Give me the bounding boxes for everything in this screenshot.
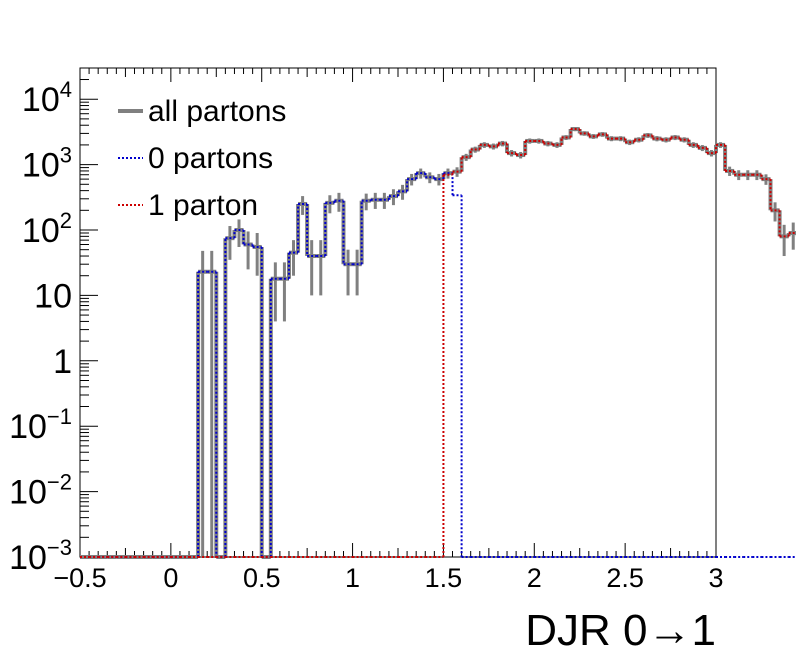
- legend-label-0-partons: 0 partons: [148, 142, 273, 175]
- y-tick-label: 10−3: [9, 535, 72, 577]
- x-tick-label: 0: [163, 563, 178, 593]
- y-tick-labels: 10−3 10−2 10−1 1 10 102 103 104: [9, 77, 72, 577]
- x-tick-label: 3: [708, 563, 723, 593]
- x-tick-label: −0.5: [53, 563, 106, 593]
- y-tick-label: 102: [22, 208, 72, 250]
- series-1-parton: [80, 128, 796, 558]
- y-tick-label: 103: [22, 143, 72, 185]
- y-tick-label: 1: [53, 343, 72, 381]
- x-tick-label: 2.5: [606, 563, 644, 593]
- series-0-partons: [80, 172, 796, 558]
- x-tick-label: 0.5: [243, 563, 281, 593]
- x-tick-label: 1.5: [425, 563, 463, 593]
- y-tick-label: 10−1: [9, 404, 72, 446]
- y-tick-label: 10−2: [9, 470, 72, 512]
- y-tick-label: 10: [34, 277, 72, 315]
- x-tick-label: 2: [527, 563, 542, 593]
- legend-label-all-partons: all partons: [148, 95, 286, 128]
- x-tick-label: 1: [345, 563, 360, 593]
- y-tick-label: 104: [22, 77, 72, 119]
- legend: all partons 0 partons 1 parton: [118, 95, 286, 222]
- x-axis-label: DJR 0→1: [525, 606, 716, 655]
- x-tick-labels: −0.5 0 0.5 1 1.5 2 2.5 3: [53, 563, 723, 593]
- plot-area: [80, 126, 796, 559]
- legend-label-1-parton: 1 parton: [148, 189, 258, 222]
